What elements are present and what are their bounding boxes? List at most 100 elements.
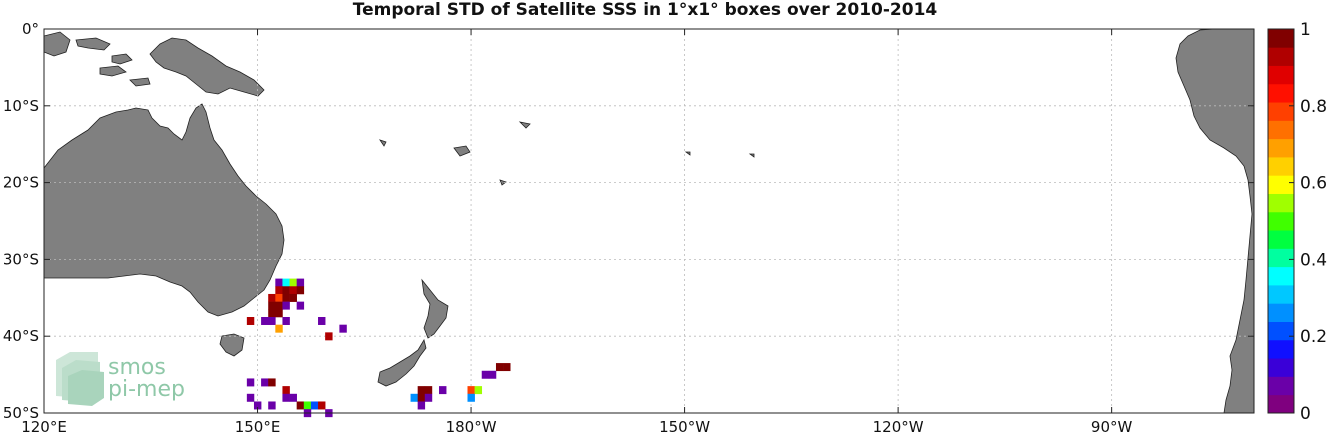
land-new-guinea <box>149 37 265 97</box>
std-cell <box>282 286 290 295</box>
std-cell <box>261 317 269 325</box>
colorbar-frame <box>1267 28 1295 414</box>
std-cells <box>246 278 511 418</box>
colorbar-tick-label: 0 <box>1300 404 1311 424</box>
std-cell <box>439 386 447 395</box>
lon-tick-label: 180°W <box>446 418 497 436</box>
std-cell <box>289 286 297 295</box>
std-cell <box>310 401 319 410</box>
colorbar-segment <box>1268 285 1294 304</box>
colorbar-segment <box>1268 175 1294 194</box>
colorbar-tick-label: 0.6 <box>1300 174 1327 194</box>
lat-tick-label: 30°S <box>3 250 39 268</box>
std-cell <box>289 293 297 302</box>
std-cell <box>275 324 283 333</box>
colorbar-segment <box>1268 193 1294 213</box>
land-tasmania <box>219 333 245 357</box>
lat-tick-label: 20°S <box>3 174 39 192</box>
std-cell <box>318 317 326 325</box>
land-small-islands <box>379 121 755 186</box>
std-cell <box>325 332 333 341</box>
land-nz-south <box>377 338 427 387</box>
colorbar <box>1267 28 1295 414</box>
colorbar-segment <box>1268 211 1294 231</box>
std-cell <box>474 386 483 395</box>
std-cell <box>246 378 255 387</box>
std-cell <box>503 363 511 372</box>
colorbar-segment <box>1268 248 1294 268</box>
colorbar-segment <box>1268 230 1294 249</box>
gridlines <box>44 29 1254 413</box>
std-cell <box>268 378 276 387</box>
logo-line-2: pi-mep <box>108 377 185 402</box>
land-nz-north <box>421 278 449 339</box>
std-cell <box>481 370 490 379</box>
std-cell <box>246 317 255 325</box>
std-cell <box>495 363 504 372</box>
lon-tick-label: 90°W <box>1091 418 1133 436</box>
std-cell <box>275 301 283 310</box>
land-masses <box>43 28 1255 414</box>
std-cell <box>282 278 290 287</box>
lat-tick-label: 40°S <box>3 327 39 345</box>
std-cell <box>275 278 283 287</box>
std-cell <box>268 401 276 410</box>
std-cell <box>296 286 305 295</box>
std-cell <box>303 401 312 410</box>
std-cell <box>282 393 290 402</box>
lon-tick-label: 120°E <box>21 418 67 436</box>
std-cell <box>410 393 418 402</box>
latitude-axis: 0° 10°S 20°S 30°S 40°S 50°S <box>3 20 1254 422</box>
std-cell <box>268 301 276 310</box>
std-cell <box>268 317 276 325</box>
colorbar-segment <box>1268 29 1294 48</box>
map-title: Temporal STD of Satellite SSS in 1°x1° b… <box>352 0 938 20</box>
std-cell <box>424 393 433 402</box>
land-australia <box>43 103 285 317</box>
std-cell <box>417 401 426 410</box>
colorbar-tick-label: 0.2 <box>1300 327 1327 347</box>
std-cell <box>268 293 276 302</box>
std-cell <box>282 293 290 302</box>
lon-tick-label: 150°W <box>659 418 710 436</box>
std-cell <box>467 386 475 395</box>
lon-tick-label: 120°W <box>873 418 924 436</box>
std-cell <box>268 309 276 318</box>
logo-line-1: smos <box>108 355 166 380</box>
colorbar-segment <box>1268 102 1294 121</box>
colorbar-segment <box>1268 65 1294 85</box>
std-cell <box>296 278 305 287</box>
std-cell <box>339 324 347 333</box>
lat-tick-label: 50°S <box>3 404 39 422</box>
colorbar-segment <box>1268 321 1294 341</box>
std-cell <box>318 401 326 410</box>
plot-frame <box>43 28 1255 414</box>
std-cell <box>275 293 283 302</box>
std-cell <box>275 286 283 295</box>
colorbar-tick-label: 0.4 <box>1300 250 1327 270</box>
colorbar-tick-label: 1 <box>1300 20 1311 40</box>
std-cell <box>275 309 283 318</box>
std-cell <box>296 301 305 310</box>
std-cell <box>289 393 297 402</box>
std-cell <box>424 386 433 395</box>
colorbar-segment <box>1268 376 1294 396</box>
colorbar-segment <box>1268 47 1294 66</box>
land-south-america <box>1175 28 1255 414</box>
std-cell <box>417 386 426 395</box>
std-cell <box>467 393 475 402</box>
colorbar-tick-label: 0.8 <box>1300 97 1327 117</box>
std-cell <box>282 317 290 325</box>
colorbar-segment <box>1268 394 1294 414</box>
colorbar-segment <box>1268 138 1294 158</box>
std-cell <box>417 393 426 402</box>
colorbar-segment <box>1268 358 1294 377</box>
colorbar-segment <box>1268 83 1294 103</box>
std-cell <box>488 370 497 379</box>
std-cell <box>246 393 255 402</box>
std-cell <box>289 278 297 287</box>
lon-tick-label: 150°E <box>235 418 281 436</box>
std-cell <box>253 401 262 410</box>
lat-tick-label: 10°S <box>3 97 39 115</box>
std-cell <box>282 301 290 310</box>
